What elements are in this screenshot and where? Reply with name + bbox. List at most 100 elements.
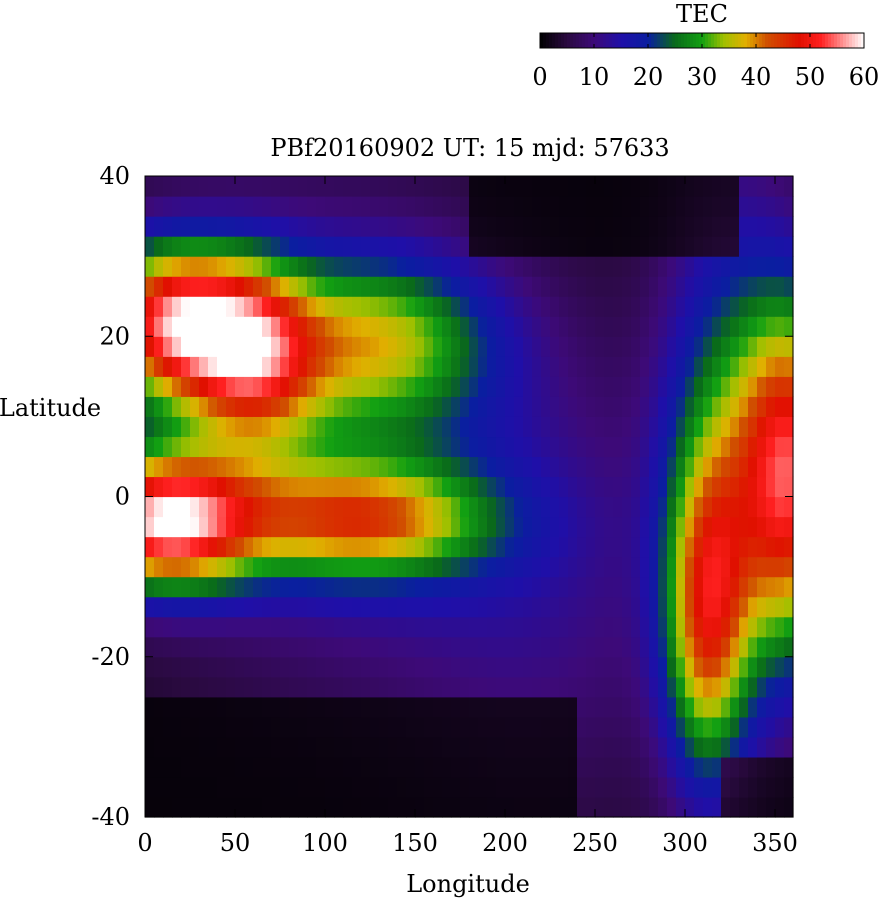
heatmap-cell	[307, 396, 317, 417]
heatmap-cell	[271, 316, 281, 337]
heatmap-cell	[541, 316, 551, 337]
heatmap-cell	[496, 636, 506, 658]
heatmap-cell	[640, 376, 650, 397]
heatmap-cell	[658, 256, 668, 277]
heatmap-cell	[676, 636, 686, 658]
heatmap-cell	[541, 776, 551, 798]
heatmap-cell	[784, 236, 794, 257]
heatmap-cell	[640, 436, 650, 458]
heatmap-cell	[298, 416, 308, 438]
colorbar-swatch	[831, 33, 835, 48]
heatmap-cell	[415, 576, 425, 598]
heatmap-cell	[190, 276, 200, 297]
heatmap-cell	[559, 296, 569, 317]
heatmap-cell	[334, 616, 344, 638]
heatmap-cell	[343, 576, 353, 598]
heatmap-cell	[271, 696, 281, 718]
heatmap-cell	[586, 576, 596, 598]
heatmap-cell	[532, 756, 542, 778]
heatmap-cell	[595, 376, 605, 397]
heatmap-cell	[694, 536, 704, 558]
heatmap-cell	[388, 196, 398, 217]
heatmap-cell	[604, 336, 614, 357]
heatmap-cell	[685, 376, 695, 397]
heatmap-cell	[289, 776, 299, 798]
heatmap-cell	[406, 176, 416, 197]
heatmap-cell	[568, 236, 578, 257]
heatmap-cell	[640, 476, 650, 498]
heatmap-cell	[685, 476, 695, 498]
x-tick-label: 0	[137, 829, 152, 857]
heatmap-cell	[397, 696, 407, 718]
heatmap-cell	[613, 356, 623, 377]
heatmap-cell	[640, 776, 650, 798]
heatmap-cell	[397, 276, 407, 297]
heatmap-cell	[361, 496, 371, 518]
heatmap-cell	[514, 256, 524, 277]
heatmap-cell	[181, 336, 191, 357]
heatmap-cell	[577, 516, 587, 538]
heatmap-cell	[568, 216, 578, 237]
heatmap-cell	[622, 236, 632, 257]
heatmap-cell	[361, 576, 371, 598]
heatmap-cell	[361, 216, 371, 237]
heatmap-cell	[586, 676, 596, 698]
heatmap-cell	[658, 516, 668, 538]
heatmap-cell	[469, 636, 479, 658]
heatmap-cell	[298, 496, 308, 518]
heatmap-cell	[712, 796, 722, 818]
heatmap-cell	[325, 376, 335, 397]
heatmap-cell	[442, 696, 452, 718]
heatmap-cell	[415, 636, 425, 658]
heatmap-cell	[487, 276, 497, 297]
heatmap-cell	[658, 576, 668, 598]
heatmap-cell	[505, 316, 515, 337]
heatmap-cell	[595, 216, 605, 237]
heatmap-cell	[442, 376, 452, 397]
heatmap-cell	[595, 596, 605, 618]
heatmap-cell	[721, 376, 731, 397]
heatmap-cell	[532, 336, 542, 357]
heatmap-cell	[523, 636, 533, 658]
heatmap-cell	[505, 476, 515, 498]
heatmap-cell	[388, 536, 398, 558]
heatmap-cell	[694, 616, 704, 638]
heatmap-cell	[397, 476, 407, 498]
heatmap-cell	[208, 456, 218, 478]
heatmap-cell	[631, 496, 641, 518]
heatmap-cell	[631, 456, 641, 478]
heatmap-cell	[784, 416, 794, 438]
heatmap-cell	[505, 756, 515, 778]
heatmap-cell	[757, 776, 767, 798]
heatmap-cell	[460, 716, 470, 738]
heatmap-cell	[694, 396, 704, 417]
heatmap-cell	[289, 536, 299, 558]
heatmap-cell	[415, 276, 425, 297]
heatmap-cell	[595, 716, 605, 738]
heatmap-cell	[343, 336, 353, 357]
heatmap-cell	[766, 296, 776, 317]
heatmap-cell	[235, 216, 245, 237]
heatmap-cell	[613, 536, 623, 558]
heatmap-cell	[586, 336, 596, 357]
heatmap-cell	[496, 596, 506, 618]
colorbar-swatch	[861, 33, 865, 48]
heatmap-cell	[406, 536, 416, 558]
heatmap-cell	[307, 596, 317, 618]
heatmap-cell	[235, 436, 245, 458]
heatmap-cell	[469, 676, 479, 698]
heatmap-cell	[613, 256, 623, 277]
heatmap-cell	[505, 356, 515, 377]
heatmap-cell	[613, 416, 623, 438]
heatmap-cell	[217, 716, 227, 738]
heatmap-cell	[289, 576, 299, 598]
heatmap-cell	[550, 596, 560, 618]
heatmap-cell	[154, 336, 164, 357]
heatmap-cell	[271, 776, 281, 798]
heatmap-cell	[766, 356, 776, 377]
heatmap-cell	[469, 196, 479, 217]
heatmap-cell	[460, 636, 470, 658]
heatmap-cell	[280, 216, 290, 237]
heatmap-cell	[307, 536, 317, 558]
heatmap-cell	[298, 776, 308, 798]
